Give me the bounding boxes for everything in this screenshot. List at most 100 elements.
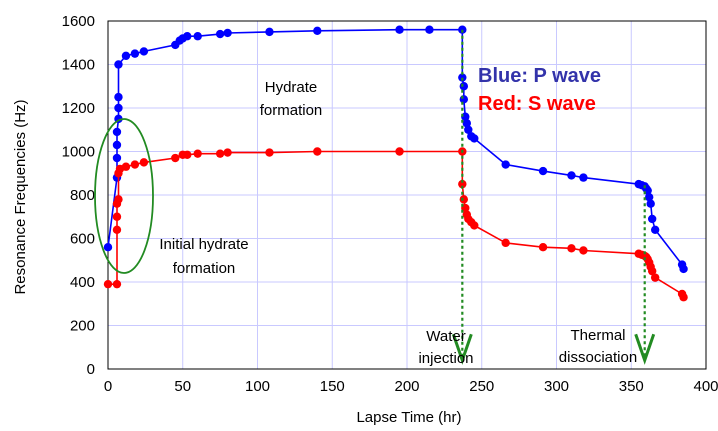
data-point	[112, 212, 122, 221]
data-point	[647, 214, 657, 224]
arrow-head	[634, 333, 656, 365]
data-point	[462, 119, 471, 128]
data-point	[425, 25, 434, 34]
data-point	[223, 28, 232, 38]
data-point	[579, 173, 588, 182]
grid	[107, 20, 707, 370]
data-point	[215, 29, 225, 39]
data-point	[103, 279, 113, 289]
annotation-initial-line2: formation	[173, 260, 236, 277]
data-point	[193, 149, 202, 158]
annotation-initial-line1: Initial hydrate	[159, 236, 248, 253]
data-point	[265, 27, 274, 37]
y-tick-label: 200	[70, 318, 95, 335]
data-point	[223, 148, 232, 157]
data-point	[183, 32, 192, 41]
annotation-water-line2: injection	[418, 350, 473, 367]
data-point	[112, 279, 122, 289]
data-point	[579, 246, 588, 255]
x-tick-label: 100	[245, 378, 270, 395]
data-point	[395, 147, 404, 156]
data-point	[103, 243, 113, 252]
y-tick-label: 1000	[62, 144, 95, 161]
arrow-head	[451, 333, 473, 365]
data-point	[470, 221, 479, 230]
x-tick-label: 300	[544, 378, 569, 395]
x-axis-label: Lapse Time (hr)	[356, 409, 461, 426]
data-point	[183, 150, 192, 159]
data-point	[313, 26, 322, 35]
data-point	[458, 73, 467, 82]
arrow	[634, 185, 656, 365]
data-point	[265, 148, 274, 157]
data-point	[464, 125, 473, 134]
y-tick-label: 1600	[62, 13, 95, 30]
data-point	[679, 264, 688, 274]
y-tick-label: 400	[70, 274, 95, 291]
y-tick-labels: 0 200 400 600 800 1000 1200 1400 1600	[62, 13, 95, 378]
data-point	[130, 49, 140, 58]
legend-s-wave: Red: S wave	[478, 93, 596, 115]
data-point	[215, 149, 225, 158]
x-tick-label: 150	[320, 378, 345, 395]
data-point	[193, 32, 202, 41]
data-point	[458, 179, 467, 189]
data-point	[646, 199, 655, 208]
y-tick-label: 1400	[62, 57, 95, 74]
data-point	[139, 47, 149, 56]
annotation-thermal-line2: dissociation	[559, 349, 637, 366]
data-point	[501, 238, 510, 248]
data-point	[112, 127, 122, 137]
series-1	[103, 147, 688, 302]
y-tick-label: 600	[70, 231, 95, 248]
data-point	[112, 153, 122, 163]
data-point	[121, 51, 131, 60]
arrows-layer	[451, 29, 656, 365]
data-point	[679, 293, 688, 302]
data-point	[459, 82, 469, 91]
data-point	[395, 25, 404, 34]
annotation-thermal-line1: Thermal	[570, 327, 625, 344]
x-tick-label: 400	[693, 378, 718, 395]
data-point	[470, 134, 479, 143]
data-point	[459, 95, 469, 104]
data-point	[538, 243, 548, 252]
x-tick-label: 50	[174, 378, 191, 395]
data-point	[567, 244, 576, 253]
arrow	[451, 29, 473, 365]
initial-formation-ellipse	[94, 118, 154, 274]
data-point	[313, 147, 322, 156]
data-point	[567, 171, 576, 180]
annotation-water-line1: Water	[426, 328, 465, 345]
data-point	[650, 273, 660, 282]
data-point	[501, 160, 510, 169]
y-tick-label: 0	[87, 361, 95, 378]
data-point	[644, 192, 654, 202]
data-point	[114, 60, 123, 69]
annotation-hydrate-formation-line2: formation	[260, 102, 323, 119]
data-point	[121, 162, 131, 171]
annotation-hydrate-formation-line1: Hydrate	[265, 79, 318, 96]
y-tick-label: 1200	[62, 100, 95, 117]
y-tick-label: 800	[70, 187, 95, 204]
x-tick-label: 350	[619, 378, 644, 395]
data-point	[538, 166, 548, 176]
data-point	[130, 160, 140, 169]
data-point	[139, 158, 149, 167]
data-point	[171, 153, 180, 163]
x-tick-label: 250	[469, 378, 494, 395]
x-tick-label: 200	[394, 378, 419, 395]
data-point	[459, 195, 469, 204]
plot-frame	[107, 20, 707, 370]
data-point	[650, 225, 660, 234]
data-point	[114, 103, 123, 113]
legend-p-wave: Blue: P wave	[478, 65, 601, 87]
data-point	[647, 266, 657, 276]
data-point	[112, 140, 122, 150]
data-point	[112, 225, 122, 234]
data-point	[114, 92, 123, 102]
y-axis-label: Resonance Frequencies (Hz)	[12, 99, 29, 294]
x-tick-label: 0	[104, 378, 112, 395]
x-tick-labels: 0 50 100 150 200 250 300 350 400	[104, 378, 718, 395]
